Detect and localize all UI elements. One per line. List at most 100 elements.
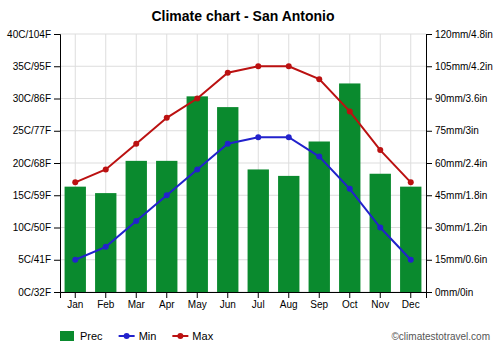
tick-mark bbox=[105, 292, 106, 298]
legend-label: Max bbox=[192, 330, 213, 342]
marks bbox=[65, 63, 422, 292]
marker bbox=[316, 154, 322, 160]
legend-marker bbox=[177, 333, 183, 339]
tick: Dec bbox=[402, 292, 420, 310]
tick: Aug bbox=[280, 292, 298, 310]
tick-label: 90mm/3.6in bbox=[435, 93, 487, 104]
tick-label: May bbox=[188, 299, 207, 310]
marker bbox=[72, 179, 78, 185]
tick: 90mm/3.6in bbox=[426, 93, 487, 104]
marker bbox=[408, 179, 414, 185]
tick-label: 15C/59F bbox=[13, 190, 51, 201]
tick-label: 60mm/2.4in bbox=[435, 158, 487, 169]
tick: 10C/50F bbox=[13, 222, 60, 233]
tick-mark bbox=[410, 292, 411, 298]
tick-label: Jul bbox=[252, 299, 265, 310]
tick-mark bbox=[54, 195, 60, 196]
marker bbox=[164, 192, 170, 198]
marker bbox=[377, 147, 383, 153]
tick-mark bbox=[197, 292, 198, 298]
bar bbox=[65, 187, 86, 292]
tick: Jun bbox=[220, 292, 236, 310]
legend: PrecMinMax bbox=[60, 330, 214, 342]
tick: 0C/32F bbox=[18, 287, 60, 298]
y-axis: 0C/32F5C/41F10C/50F15C/59F20C/68F25C/77F… bbox=[7, 29, 60, 298]
tick: Feb bbox=[97, 292, 115, 310]
tick: 30mm/1.2in bbox=[426, 222, 487, 233]
marker bbox=[286, 134, 292, 140]
tick-mark bbox=[349, 292, 350, 298]
line bbox=[75, 137, 411, 260]
tick: Apr bbox=[159, 292, 175, 310]
bar-series bbox=[65, 83, 422, 292]
marker bbox=[133, 141, 139, 147]
marker bbox=[103, 166, 109, 172]
tick: 75mm/3in bbox=[426, 125, 479, 136]
marker bbox=[103, 244, 109, 250]
grid-line bbox=[60, 130, 426, 131]
tick: 15mm/0.6in bbox=[426, 254, 487, 265]
tick-label: 40C/104F bbox=[7, 29, 51, 40]
tick: Mar bbox=[128, 292, 146, 310]
tick-mark bbox=[319, 292, 320, 298]
legend-item: Prec bbox=[60, 330, 103, 342]
markers bbox=[72, 63, 414, 185]
marker bbox=[133, 218, 139, 224]
marker bbox=[194, 166, 200, 172]
tick-label: 120mm/4.8in bbox=[435, 29, 493, 40]
axis-line bbox=[427, 35, 433, 293]
tick-mark bbox=[426, 228, 432, 229]
y2-axis: 0mm/0in15mm/0.6in30mm/1.2in45mm/1.8in60m… bbox=[426, 29, 493, 298]
tick-mark bbox=[426, 34, 432, 35]
tick: 0mm/0in bbox=[426, 287, 473, 298]
tick-mark bbox=[75, 292, 76, 298]
tick-mark bbox=[258, 292, 259, 298]
axis-line bbox=[54, 35, 61, 293]
tick: 105mm/4.2in bbox=[426, 61, 493, 72]
bar bbox=[187, 96, 208, 292]
tick-mark bbox=[227, 292, 228, 298]
tick-label: Aug bbox=[280, 299, 298, 310]
tick-mark bbox=[426, 131, 432, 132]
grid-line bbox=[60, 98, 426, 99]
marker bbox=[347, 108, 353, 114]
tick-label: 20C/68F bbox=[13, 158, 51, 169]
tick-label: Sep bbox=[310, 299, 328, 310]
tick-label: Oct bbox=[342, 299, 358, 310]
annotation: ©climatestotravel.com bbox=[391, 331, 490, 342]
tick: 15C/59F bbox=[13, 190, 60, 201]
tick-mark bbox=[54, 260, 60, 261]
grid bbox=[60, 34, 426, 292]
marker bbox=[255, 134, 261, 140]
marker bbox=[225, 70, 231, 76]
title: Climate chart - San Antonio bbox=[151, 8, 334, 24]
legend-label: Prec bbox=[80, 330, 103, 342]
tick-label: 105mm/4.2in bbox=[435, 61, 493, 72]
tick-label: 30C/86F bbox=[13, 93, 51, 104]
tick: 25C/77F bbox=[13, 125, 60, 136]
tick-mark bbox=[426, 163, 432, 164]
tick: May bbox=[188, 292, 207, 310]
tick: 30C/86F bbox=[13, 93, 60, 104]
tick-mark bbox=[426, 292, 432, 293]
tick: Nov bbox=[371, 292, 389, 310]
tick-mark bbox=[288, 292, 289, 298]
bar bbox=[278, 176, 299, 292]
tick-label: Nov bbox=[371, 299, 389, 310]
tick: 20C/68F bbox=[13, 158, 60, 169]
marker bbox=[255, 63, 261, 69]
legend-swatch bbox=[60, 331, 74, 341]
tick-mark bbox=[54, 34, 60, 35]
tick: Jul bbox=[252, 292, 265, 310]
tick-label: 0C/32F bbox=[18, 287, 51, 298]
tick: 120mm/4.8in bbox=[426, 29, 493, 40]
grid-line bbox=[60, 34, 426, 35]
marker bbox=[408, 257, 414, 263]
bar bbox=[217, 107, 238, 292]
marker bbox=[347, 186, 353, 192]
tick-label: Jun bbox=[220, 299, 236, 310]
bar bbox=[370, 174, 391, 292]
bar bbox=[400, 187, 421, 292]
tick-label: 0mm/0in bbox=[435, 287, 473, 298]
tick-label: Jan bbox=[67, 299, 83, 310]
